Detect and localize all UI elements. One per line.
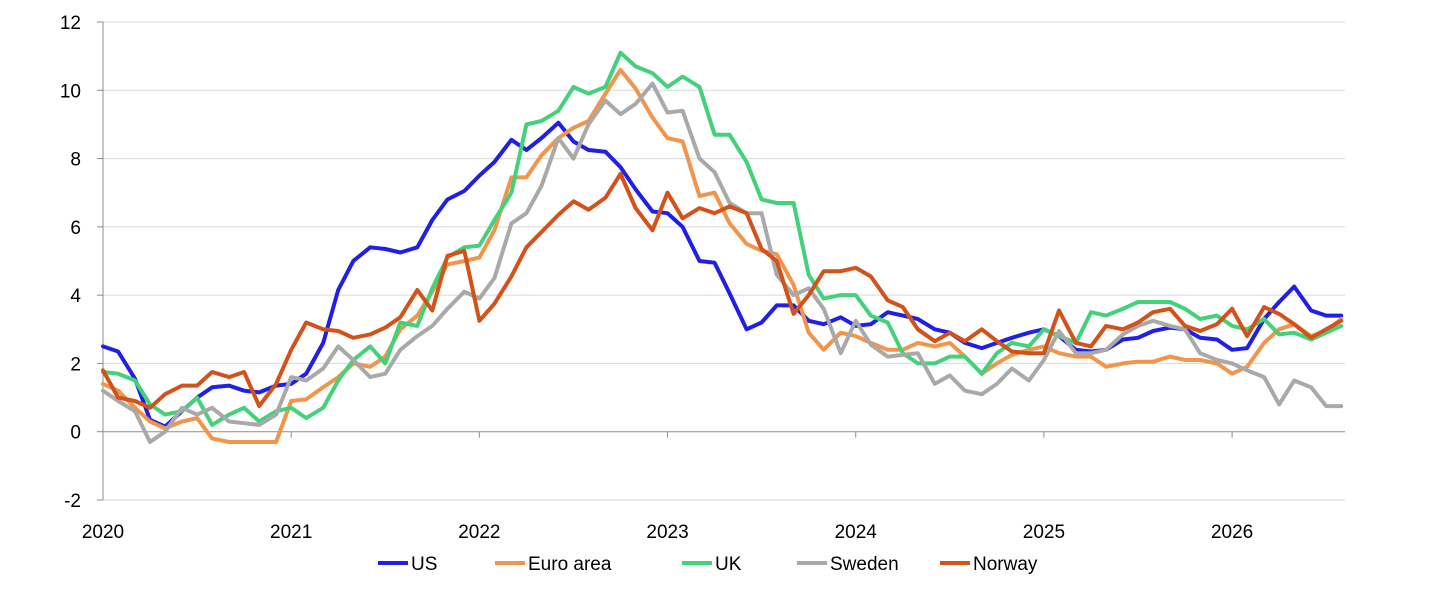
y-tick-label: 0 <box>70 423 81 444</box>
x-tick-label: 2022 <box>458 522 500 543</box>
y-tick-label: 10 <box>60 81 81 102</box>
x-tick-label: 2020 <box>82 522 124 543</box>
legend-label: Euro area <box>528 554 612 575</box>
series-line-norway <box>101 171 1344 410</box>
x-tick-label: 2025 <box>1023 522 1065 543</box>
y-tick-label: 6 <box>70 218 81 239</box>
axes: -2 0 2 4 6 8 10 12 2020 2021 2022 2023 2024 2025 2026 <box>60 13 1345 543</box>
series-line-uk <box>101 50 1344 427</box>
series-lines <box>101 50 1344 444</box>
series-line-sweden <box>101 81 1344 444</box>
y-tick-label: 4 <box>70 286 81 307</box>
gridlines <box>103 21 1345 501</box>
y-tick-label: -2 <box>64 491 81 512</box>
x-tick-label: 2021 <box>270 522 312 543</box>
legend-label: US <box>411 554 437 575</box>
series-line-us <box>101 120 1344 429</box>
legend: US Euro area UK Sweden Norway <box>378 554 1038 575</box>
y-tick-label: 2 <box>70 354 81 375</box>
x-tick-label: 2026 <box>1211 522 1253 543</box>
legend-label: Sweden <box>830 554 899 575</box>
legend-label: Norway <box>973 554 1038 575</box>
y-tick-label: 12 <box>60 13 81 34</box>
x-tick-label: 2024 <box>835 522 878 543</box>
x-tick-label: 2023 <box>646 522 688 543</box>
y-tick-label: 8 <box>70 150 81 171</box>
legend-label: UK <box>715 554 742 575</box>
